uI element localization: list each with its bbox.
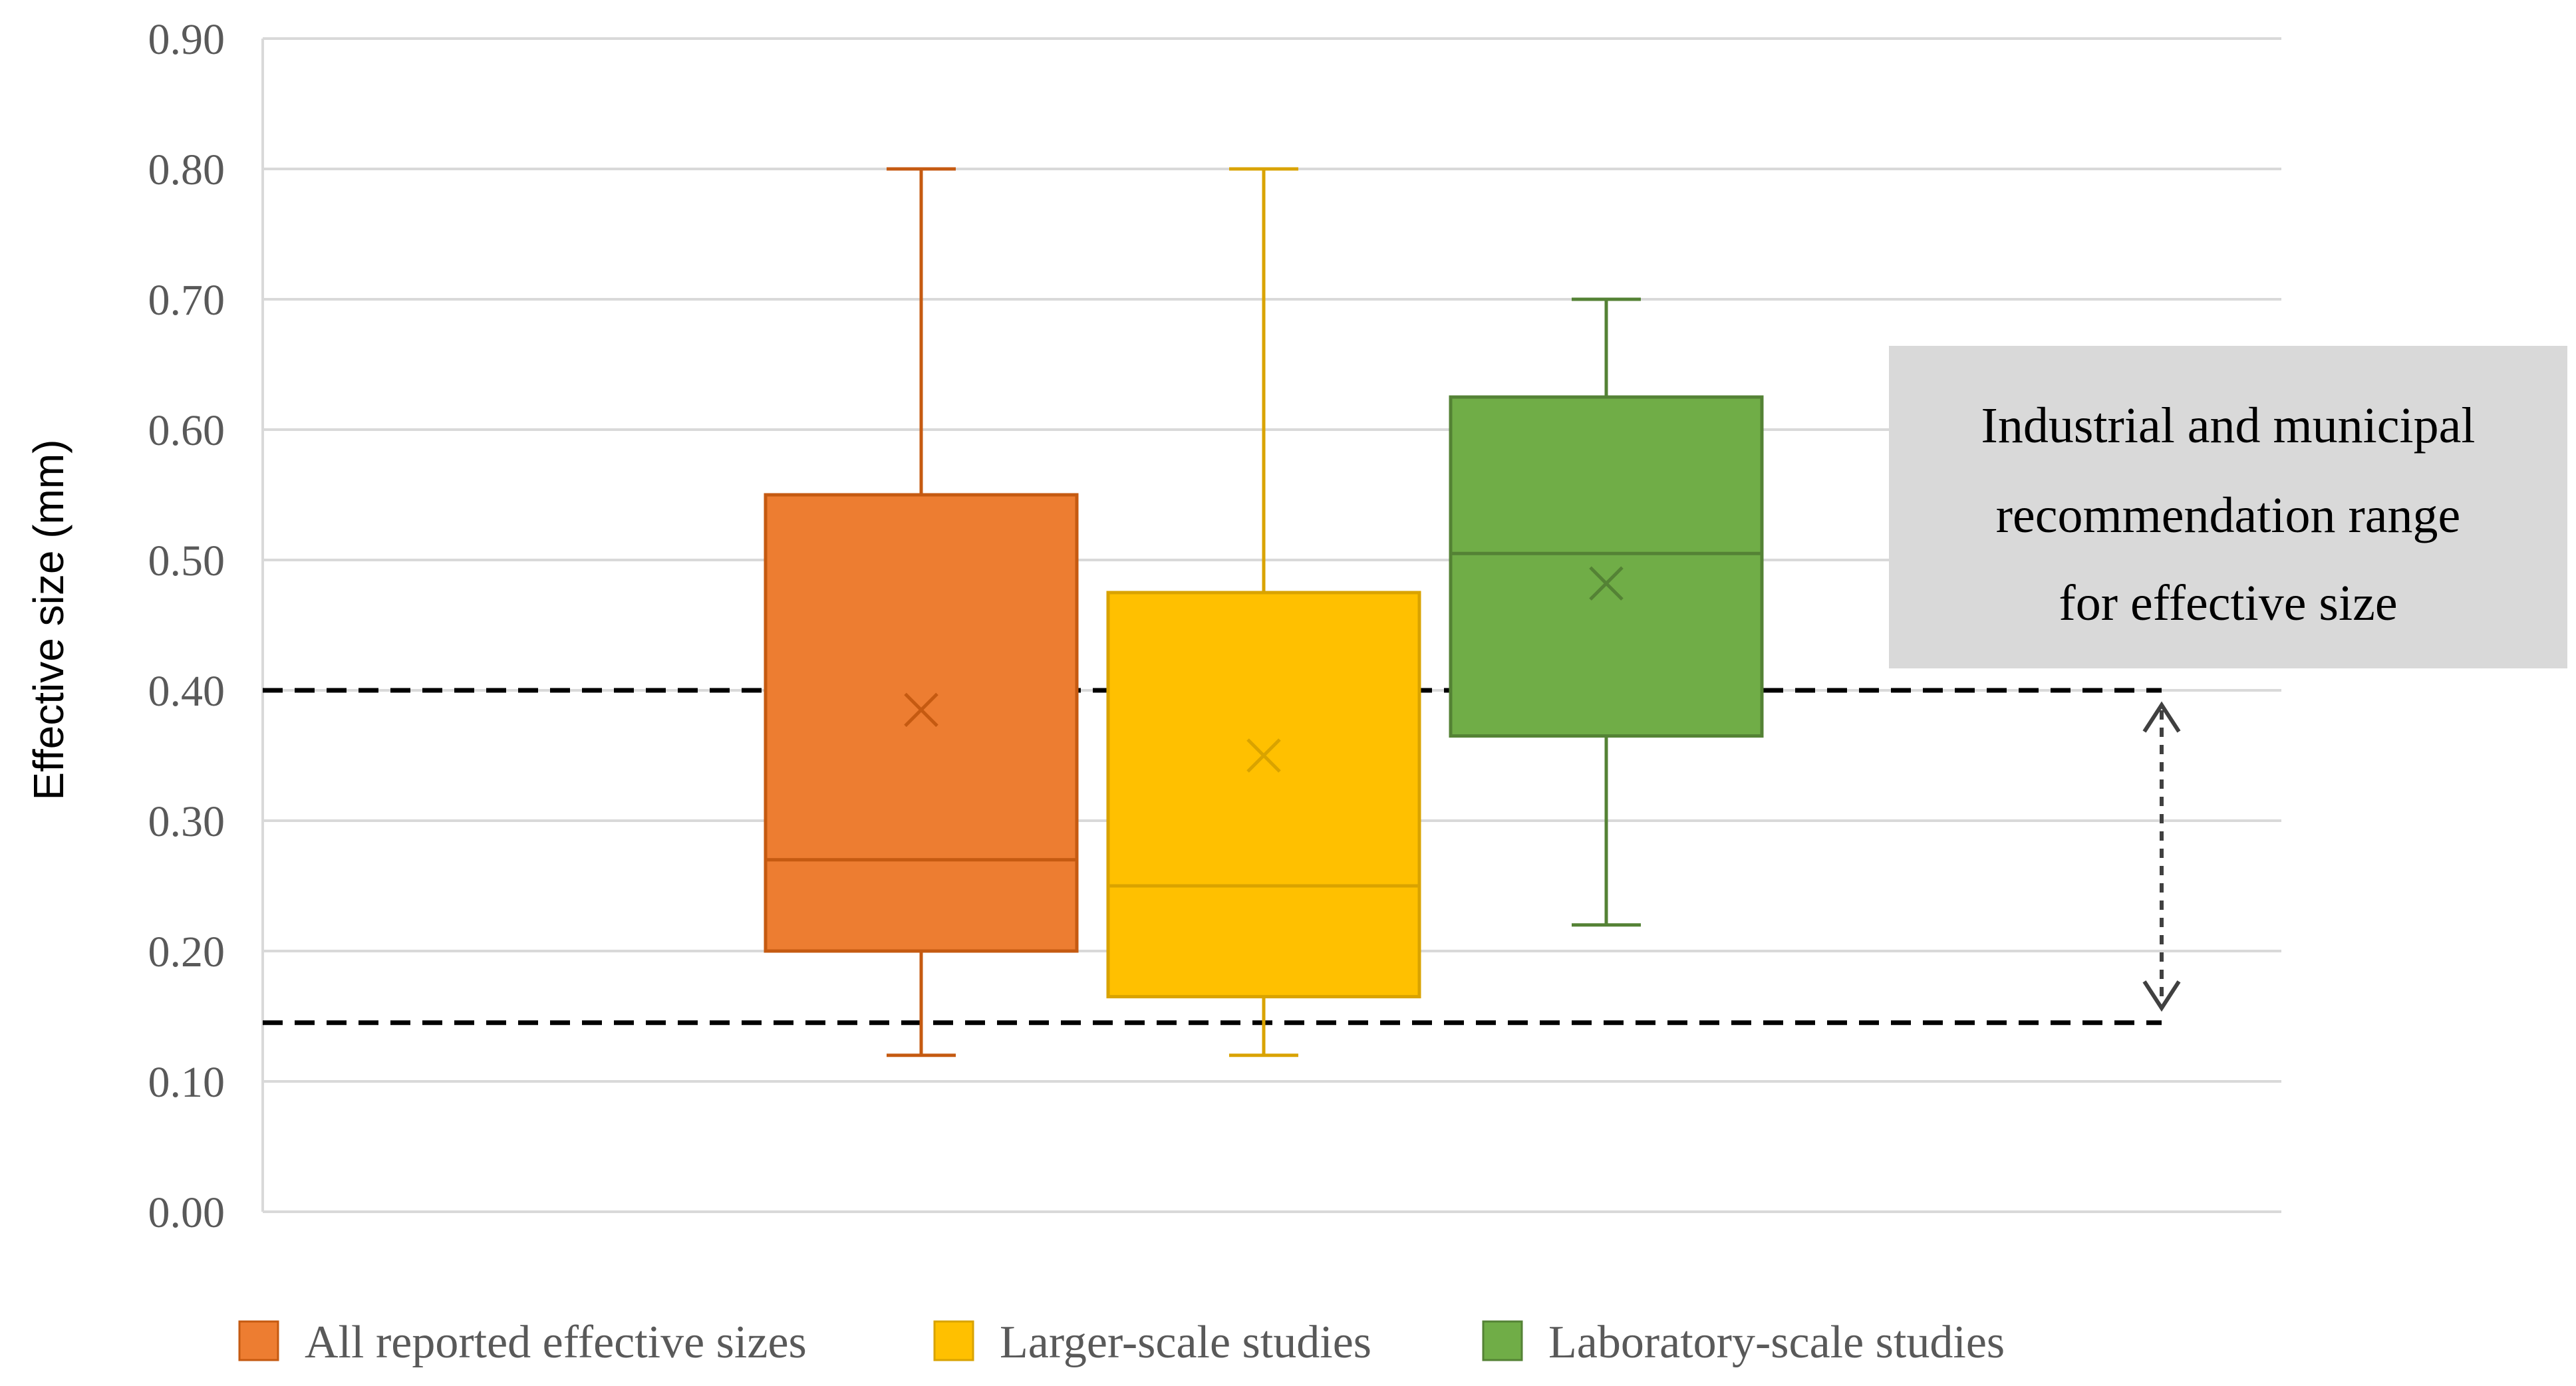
legend-swatch: [1482, 1320, 1523, 1361]
range-arrow-head-up: [2142, 701, 2181, 733]
y-tick-label: 0.40: [148, 667, 225, 716]
box-2: [1106, 167, 1421, 1057]
y-axis-ticks: 0.00 0.10 0.20 0.30 0.40 0.50 0.60 0.70 0.80 0.90: [148, 15, 225, 1237]
legend-swatch: [933, 1320, 974, 1361]
y-tick-label: 0.90: [148, 15, 225, 64]
annotation-line-1: Industrial and municipal: [1981, 398, 2476, 454]
mean-marker: [904, 692, 938, 728]
annotation-box: Industrial and municipal recommendation …: [1889, 346, 2567, 668]
y-tick-label: 0.20: [148, 928, 225, 976]
legend-swatch: [238, 1320, 279, 1361]
y-tick-label: 0.50: [148, 537, 225, 585]
legend: All reported effective sizes Larger-scale…: [238, 1317, 2005, 1368]
mean-marker: [1246, 738, 1281, 773]
legend-item-2: Larger-scale studies: [933, 1317, 1371, 1368]
y-tick-label: 0.10: [148, 1058, 225, 1107]
reference-range: [263, 688, 2181, 1026]
legend-item-3: Laboratory-scale studies: [1482, 1317, 2005, 1368]
y-tick-label: 0.60: [148, 406, 225, 455]
legend-label: Larger-scale studies: [1000, 1317, 1371, 1368]
range-arrow-head-down: [2142, 980, 2181, 1012]
y-tick-label: 0.80: [148, 146, 225, 194]
iqr-box: [1449, 395, 1764, 738]
annotation-background: [1889, 346, 2567, 668]
box-1: [764, 167, 1079, 1057]
y-tick-label: 0.30: [148, 797, 225, 846]
annotation-line-3: for effective size: [2059, 575, 2397, 631]
y-tick-label: 0.70: [148, 276, 225, 325]
annotation-line-2: recommendation range: [1996, 487, 2460, 543]
legend-label: Laboratory-scale studies: [1548, 1317, 2005, 1368]
iqr-box: [764, 493, 1079, 953]
legend-item-1: All reported effective sizes: [238, 1317, 807, 1368]
mean-marker: [1589, 566, 1624, 601]
box-3: [1449, 297, 1764, 927]
legend-label: All reported effective sizes: [305, 1317, 807, 1368]
boxes: [764, 167, 1764, 1057]
y-axis-label: Effective size (mm): [25, 440, 72, 801]
iqr-box: [1106, 591, 1421, 999]
y-tick-label: 0.00: [148, 1188, 225, 1237]
